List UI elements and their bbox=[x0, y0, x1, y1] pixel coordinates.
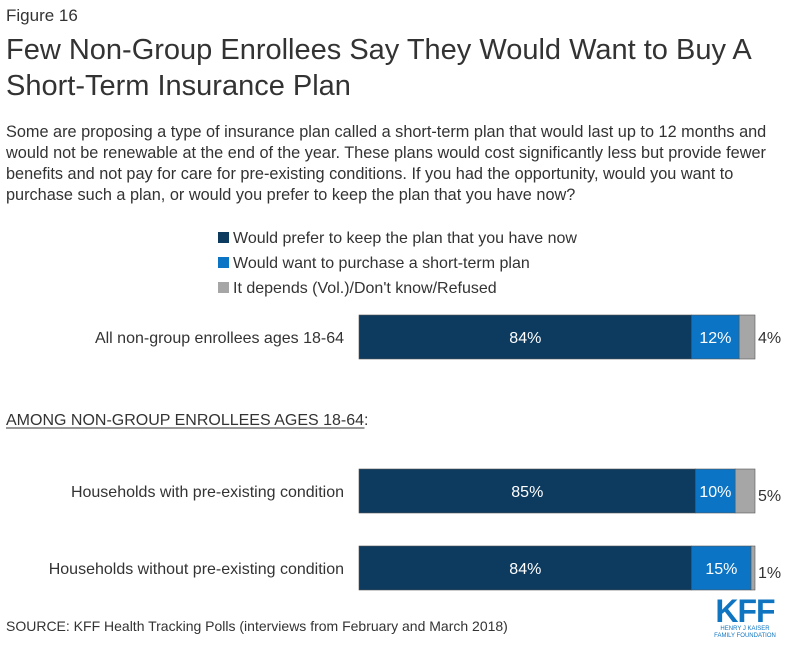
bar-segment bbox=[358, 314, 692, 360]
data-label: 84% bbox=[509, 561, 541, 578]
bar-segment bbox=[691, 545, 752, 591]
figure-label: Figure 16 bbox=[6, 6, 78, 25]
bar-segment bbox=[358, 545, 692, 591]
bar-segment bbox=[691, 314, 740, 360]
section-label: AMONG NON-GROUP ENROLLEES AGES 18-64: bbox=[6, 412, 368, 429]
source-note: SOURCE: KFF Health Tracking Polls (inter… bbox=[6, 618, 508, 634]
legend-label: Would prefer to keep the plan that you h… bbox=[233, 230, 577, 247]
data-label: 4% bbox=[758, 330, 781, 347]
legend-label: It depends (Vol.)/Don't know/Refused bbox=[233, 280, 497, 297]
bar-segment bbox=[695, 468, 736, 514]
bar-segment bbox=[738, 314, 756, 360]
bar-segment bbox=[750, 545, 756, 591]
bar-segment bbox=[358, 468, 696, 514]
category-label: Households with pre-existing condition bbox=[71, 484, 344, 501]
kff-logo: KFF HENRY J KAISER FAMILY FOUNDATION bbox=[714, 593, 776, 639]
category-label: All non-group enrollees ages 18-64 bbox=[95, 330, 344, 347]
data-label: 5% bbox=[758, 488, 781, 505]
legend-label: Would want to purchase a short-term plan bbox=[233, 255, 530, 272]
legend-swatch bbox=[218, 282, 229, 293]
chart-subtitle: Some are proposing a type of insurance p… bbox=[6, 123, 767, 204]
data-label: 1% bbox=[758, 565, 781, 582]
data-label: 12% bbox=[699, 330, 731, 347]
data-label: 15% bbox=[705, 561, 737, 578]
data-label: 85% bbox=[511, 484, 543, 501]
category-label: Households without pre-existing conditio… bbox=[49, 561, 344, 578]
data-label: 10% bbox=[699, 484, 731, 501]
data-label: 84% bbox=[509, 330, 541, 347]
bar-segment bbox=[734, 468, 756, 514]
chart-title: Few Non-Group Enrollees Say They Would W… bbox=[6, 34, 751, 102]
legend-swatch bbox=[218, 232, 229, 243]
legend-swatch bbox=[218, 257, 229, 268]
